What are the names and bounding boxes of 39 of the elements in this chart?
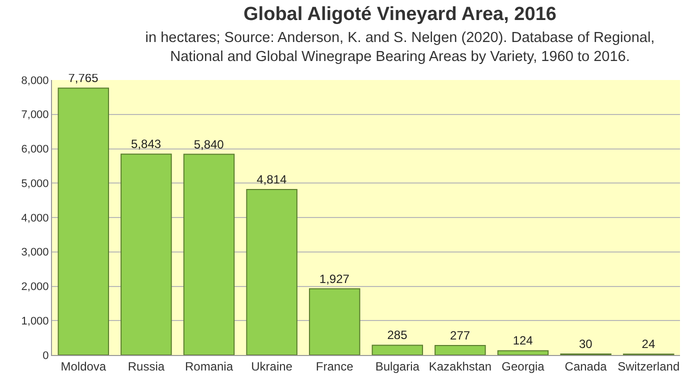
data-label: 30 xyxy=(578,336,593,351)
x-tick-label: Switzerland xyxy=(618,359,680,374)
y-tick-label: 7,000 xyxy=(21,109,49,122)
data-label: 277 xyxy=(450,328,470,342)
y-tick-label: 1,000 xyxy=(21,315,49,328)
chart-subtitle: in hectares; Source: Anderson, K. and S. Nelgen (2020). Database of Regional, National and Global Winegrape Bearing Areas by Variety, 1960 to 2016. xyxy=(144,29,656,67)
y-tick-label: 8,000 xyxy=(21,74,49,87)
data-label: 124 xyxy=(512,334,534,348)
bar xyxy=(120,154,172,355)
bar xyxy=(183,154,235,355)
data-label: 4,814 xyxy=(256,172,287,187)
x-tick-label: Canada xyxy=(564,359,608,374)
bar xyxy=(497,350,549,355)
x-tick-label: Bulgaria xyxy=(375,359,420,374)
data-label: 24 xyxy=(642,337,656,352)
chart-title: Global Aligoté Vineyard Area, 2016 xyxy=(242,4,558,26)
y-tick-label: 3,000 xyxy=(21,246,49,259)
data-label: 5,840 xyxy=(194,137,224,152)
bar xyxy=(372,344,424,355)
x-tick-label: Kazakhstan xyxy=(428,359,492,374)
bar xyxy=(434,344,486,355)
x-tick-label: Russia xyxy=(128,359,165,374)
y-tick-label: 2,000 xyxy=(21,281,49,294)
data-label: 285 xyxy=(387,328,408,342)
y-tick-label: 0 xyxy=(42,350,49,362)
bar xyxy=(308,288,360,355)
y-tick-label: 6,000 xyxy=(21,144,49,156)
y-tick-label: 4,000 xyxy=(21,212,49,224)
y-tick-label: 5,000 xyxy=(21,178,49,190)
data-label: 5,843 xyxy=(131,137,162,152)
data-label: 7,765 xyxy=(68,71,99,86)
x-tick-label: Georgia xyxy=(502,359,545,374)
x-tick-label: France xyxy=(316,359,354,374)
bar xyxy=(246,189,298,355)
x-tick-label: Romania xyxy=(184,359,234,374)
x-tick-label: Ukraine xyxy=(251,359,293,374)
bar xyxy=(58,88,110,355)
data-label: 1,927 xyxy=(319,272,350,286)
x-tick-label: Moldova xyxy=(60,359,106,374)
